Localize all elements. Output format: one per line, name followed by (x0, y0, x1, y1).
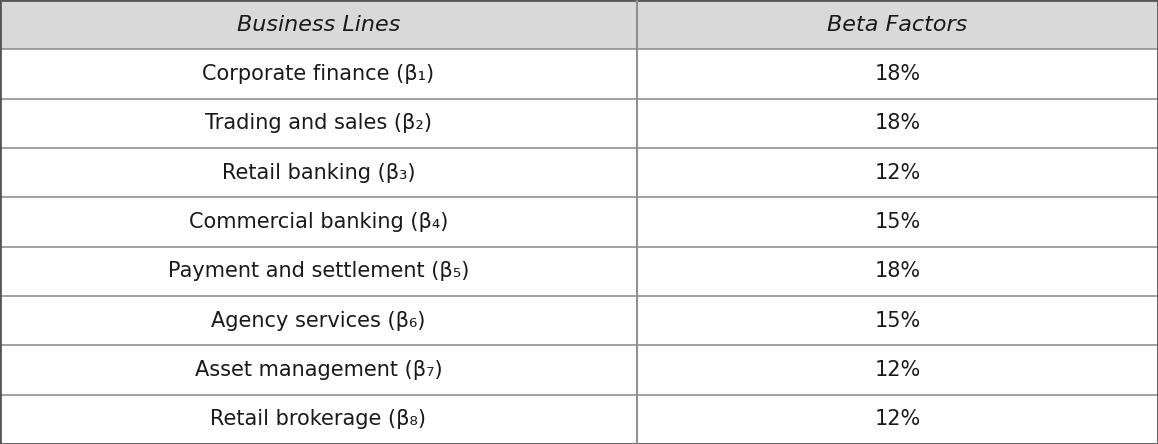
Text: 15%: 15% (874, 311, 921, 331)
Bar (637, 148, 1158, 197)
Bar (637, 49, 1158, 99)
Bar (0, 247, 637, 296)
Text: Asset management (β₇): Asset management (β₇) (195, 360, 442, 380)
Bar (0, 49, 637, 99)
Bar (637, 296, 1158, 345)
Bar (637, 345, 1158, 395)
Text: Corporate finance (β₁): Corporate finance (β₁) (203, 64, 434, 84)
Text: Retail banking (β₃): Retail banking (β₃) (221, 163, 416, 182)
Bar (637, 197, 1158, 247)
Bar (637, 395, 1158, 444)
Text: 12%: 12% (874, 360, 921, 380)
Text: Business Lines: Business Lines (236, 15, 401, 35)
Bar (0, 0, 637, 49)
Text: Agency services (β₆): Agency services (β₆) (211, 311, 426, 331)
Text: Retail brokerage (β₈): Retail brokerage (β₈) (211, 409, 426, 429)
Text: Trading and sales (β₂): Trading and sales (β₂) (205, 113, 432, 133)
Bar (0, 197, 637, 247)
Text: Beta Factors: Beta Factors (827, 15, 968, 35)
Text: 18%: 18% (874, 262, 921, 281)
Bar (0, 296, 637, 345)
Text: 12%: 12% (874, 163, 921, 182)
Text: Commercial banking (β₄): Commercial banking (β₄) (189, 212, 448, 232)
Text: 12%: 12% (874, 409, 921, 429)
Bar (0, 345, 637, 395)
Bar (0, 99, 637, 148)
Bar (0, 395, 637, 444)
Bar (637, 247, 1158, 296)
Bar (637, 0, 1158, 49)
Bar (0, 148, 637, 197)
Text: Payment and settlement (β₅): Payment and settlement (β₅) (168, 262, 469, 281)
Text: 18%: 18% (874, 113, 921, 133)
Bar (637, 99, 1158, 148)
Text: 15%: 15% (874, 212, 921, 232)
Text: 18%: 18% (874, 64, 921, 84)
